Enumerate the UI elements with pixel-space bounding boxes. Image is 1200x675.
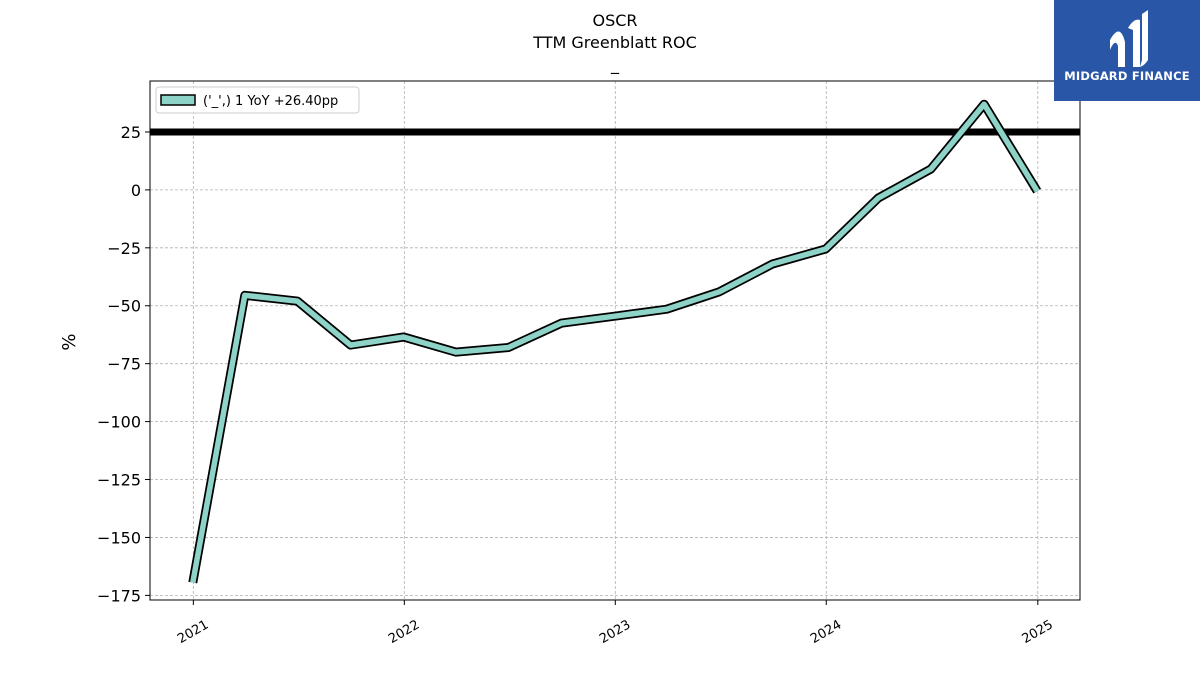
- x-tick-label: 2025: [1020, 617, 1056, 647]
- x-tick-label: 2022: [386, 617, 422, 647]
- series-lines: [188, 99, 1042, 584]
- y-axis-label: %: [59, 333, 80, 350]
- series-line: [190, 101, 1040, 584]
- x-tick-label: 2024: [808, 617, 844, 647]
- chart-title-subtitle: _: [611, 55, 619, 74]
- y-tick-label: −75: [107, 355, 141, 374]
- y-tick-label: −150: [97, 528, 141, 547]
- y-tick-label: −125: [97, 471, 141, 490]
- chart-title-metric: TTM Greenblatt ROC: [533, 33, 697, 52]
- legend-swatch: [160, 94, 196, 106]
- x-tick-label: 2021: [175, 617, 211, 647]
- logo-wordmark: MIDGARD FINANCE: [1064, 69, 1190, 83]
- chart-title-ticker: OSCR: [592, 11, 638, 30]
- y-tick-label: −100: [97, 413, 141, 432]
- y-axis-ticks: 25 0 −25 −50 −75 −100 −125 −150 −175: [97, 123, 150, 605]
- y-tick-label: 25: [121, 123, 141, 142]
- y-tick-label: −25: [107, 239, 141, 258]
- y-tick-label: −175: [97, 586, 141, 605]
- x-tick-label: 2023: [597, 617, 633, 647]
- midgard-finance-logo: MIDGARD FINANCE: [1054, 0, 1200, 101]
- legend-box: [155, 86, 360, 114]
- logo-icon: [1110, 10, 1148, 67]
- x-axis-ticks: 2021 2022 2023 2024 2025: [175, 600, 1056, 647]
- y-tick-label: 0: [131, 181, 141, 200]
- y-tick-label: −50: [107, 297, 141, 316]
- legend-label: ('_',) 1 YoY +26.40pp: [203, 94, 338, 109]
- legend: ('_',) 1 YoY +26.40pp: [155, 86, 360, 114]
